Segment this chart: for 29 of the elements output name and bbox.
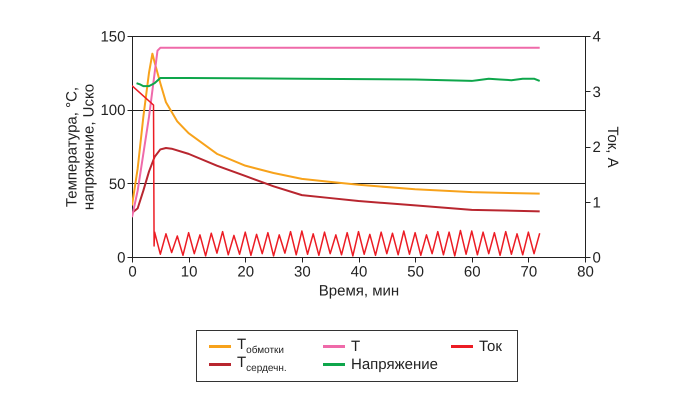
x-axis-title: Время, мин xyxy=(318,282,400,300)
x-tick-label: 40 xyxy=(350,264,368,280)
y-axis-title: Температура, °C, напряжение, Uско xyxy=(63,84,98,210)
x-tick-label: 80 xyxy=(577,264,594,280)
x-tick-label: 10 xyxy=(180,264,198,280)
y-tick-label: 50 xyxy=(108,176,126,193)
legend-label: Ток xyxy=(479,338,502,354)
legend-label: T$_{обмотки}$ xyxy=(237,336,284,356)
y-tick-label: 100 xyxy=(100,102,126,120)
x-tick-label: 70 xyxy=(520,264,538,280)
x-tick-label: 0 xyxy=(128,264,137,280)
legend-label: Напряжение xyxy=(351,356,438,372)
y2-tick-label: 1 xyxy=(592,194,601,212)
y2-tick-label: 2 xyxy=(592,139,601,156)
y-tick-label: 150 xyxy=(100,28,126,46)
legend-label: T xyxy=(351,338,360,354)
line-series xyxy=(132,84,540,257)
x-tick-label: 30 xyxy=(294,264,311,280)
line-series xyxy=(132,146,541,214)
y2-tick-label: 0 xyxy=(592,250,601,266)
y2-tick-label: 4 xyxy=(592,28,601,46)
y2-tick-label: 3 xyxy=(592,84,601,101)
x-tick-label: 60 xyxy=(464,264,481,280)
line-series xyxy=(136,76,541,88)
y-tick-label: 0 xyxy=(117,250,126,266)
y2-axis-title: Ток, А xyxy=(604,126,621,168)
x-tick-label: 20 xyxy=(237,264,254,280)
x-tick-label: 50 xyxy=(407,264,424,280)
legend-label: T$_{сердечн.}$ xyxy=(237,354,287,374)
